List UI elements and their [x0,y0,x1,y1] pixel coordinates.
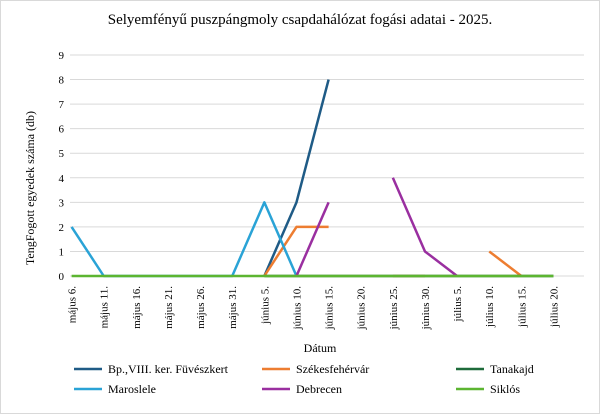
y-tick-label: 1 [59,246,65,258]
series-line [70,201,298,278]
y-tick-label: 6 [59,124,65,136]
y-tick-label: 3 [59,197,65,209]
y-tick-label: 5 [59,148,65,160]
y-tick-label: 9 [59,50,65,62]
legend-item: Maroslele [74,382,156,396]
x-tick-label: július 10. [484,286,496,328]
y-tick-label: 8 [59,75,65,87]
y-tick-label: 7 [59,99,65,111]
legend-label: Debrecen [296,382,342,396]
legend-label: Székesfehérvár [296,362,369,376]
series-line [295,201,330,277]
legend-item: Székesfehérvár [262,362,369,376]
x-tick-label: július 20. [548,286,560,328]
series-lines [70,79,554,278]
x-tick-label: július 5. [452,286,464,323]
legend-label: Bp.,VIII. ker. Füvészkert [108,362,229,376]
chart-title: Selyemfényű puszpángmoly csapdahálózat f… [108,12,492,28]
x-tick-label: május 16. [131,286,143,329]
y-tick-label: 2 [59,222,65,234]
legend-label: Tanakajd [490,362,534,376]
x-tick-labels: május 6. május 11. május 16. május 21. május… [67,286,561,331]
y-axis-label: TengFogott egyedek száma (db) [23,111,37,265]
y-tick-labels: 0 1 2 3 4 5 6 7 8 9 [59,50,65,283]
series-line [488,250,523,277]
x-tick-label: június 5. [259,286,271,325]
legend-label: Maroslele [108,382,156,396]
x-tick-label: május 21. [163,286,175,329]
x-tick-label: május 31. [227,286,239,329]
y-tick-label: 4 [59,173,65,185]
legend-item: Bp.,VIII. ker. Füvészkert [74,362,229,376]
legend-item: Debrecen [262,382,342,396]
x-tick-label: május 11. [99,286,111,329]
x-axis-label: Dátum [304,341,337,355]
legend-label: Siklós [490,382,520,396]
series-line [391,177,458,277]
x-tick-label: június 30. [420,286,432,331]
legend-item: Siklós [456,382,520,396]
series-line [263,79,330,277]
legend: Bp.,VIII. ker. Füvészkert Székesfehérvár T… [74,362,534,396]
legend-item: Tanakajd [456,362,534,376]
x-tick-label: május 26. [195,286,207,329]
y-tick-label: 0 [59,271,65,283]
x-tick-label: július 15. [516,286,528,328]
x-tick-label: június 10. [291,286,303,331]
x-tick-label: június 20. [356,286,368,331]
x-tick-label: június 15. [324,286,336,331]
x-tick-label: június 25. [388,286,400,331]
x-tick-label: május 6. [67,286,79,324]
